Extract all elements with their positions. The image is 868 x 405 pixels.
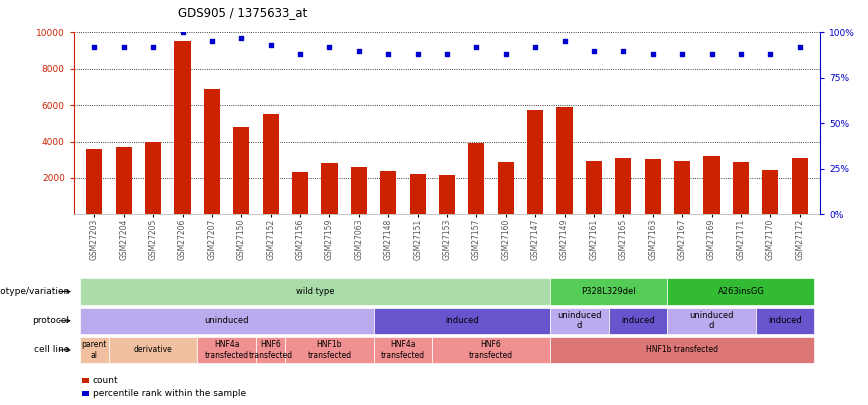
Bar — [674, 161, 690, 214]
Text: cell line: cell line — [34, 345, 69, 354]
Bar — [80, 279, 550, 305]
Bar — [410, 174, 425, 214]
Bar — [615, 158, 631, 214]
Point — [175, 29, 189, 36]
Text: HNF1b
transfected: HNF1b transfected — [307, 340, 352, 360]
Point — [616, 47, 630, 54]
Point — [293, 51, 307, 58]
Point — [146, 44, 160, 50]
Bar — [263, 114, 279, 214]
Bar — [286, 337, 373, 363]
Text: A263insGG: A263insGG — [718, 287, 765, 296]
Bar — [321, 163, 338, 214]
Text: induced: induced — [444, 316, 478, 325]
Point — [352, 47, 365, 54]
Bar — [645, 159, 661, 214]
Bar — [550, 337, 814, 363]
Bar — [608, 308, 667, 334]
Point — [440, 51, 454, 58]
Bar — [527, 110, 543, 214]
Bar — [667, 308, 756, 334]
Bar — [109, 337, 197, 363]
Bar — [204, 89, 220, 214]
Bar — [792, 158, 808, 214]
Point — [264, 42, 278, 48]
Text: HNF1b transfected: HNF1b transfected — [646, 345, 718, 354]
Point — [499, 51, 513, 58]
Bar — [145, 141, 161, 214]
Text: uninduced: uninduced — [204, 316, 249, 325]
Point — [557, 38, 571, 45]
Bar — [80, 308, 373, 334]
Bar — [233, 127, 249, 214]
Point — [88, 44, 102, 50]
Point — [470, 44, 483, 50]
Point — [705, 51, 719, 58]
Bar — [469, 143, 484, 214]
Bar — [550, 308, 608, 334]
Point — [323, 44, 337, 50]
Bar — [550, 279, 667, 305]
Text: HNF6
transfected: HNF6 transfected — [248, 340, 293, 360]
Text: count: count — [93, 376, 119, 385]
Text: protocol: protocol — [32, 316, 69, 325]
Text: HNF4a
transfected: HNF4a transfected — [381, 340, 425, 360]
Point — [205, 38, 219, 45]
Bar — [256, 337, 286, 363]
Point — [529, 44, 542, 50]
Bar — [351, 167, 367, 214]
Bar — [115, 147, 132, 214]
Text: derivative: derivative — [134, 345, 173, 354]
Bar — [556, 107, 573, 214]
Text: percentile rank within the sample: percentile rank within the sample — [93, 389, 246, 398]
Text: genotype/variation: genotype/variation — [0, 287, 69, 296]
Point — [411, 51, 424, 58]
Bar — [197, 337, 256, 363]
Text: uninduced
d: uninduced d — [689, 311, 733, 330]
Bar — [373, 337, 432, 363]
Bar — [292, 173, 308, 214]
Text: parent
al: parent al — [82, 340, 107, 360]
Bar — [380, 171, 397, 214]
Point — [381, 51, 395, 58]
Bar — [497, 162, 514, 214]
Point — [587, 47, 601, 54]
Text: induced: induced — [768, 316, 802, 325]
Bar — [439, 175, 455, 214]
Bar — [762, 170, 779, 214]
Bar — [82, 391, 89, 396]
Text: HNF6
transfected: HNF6 transfected — [469, 340, 513, 360]
Bar — [432, 337, 550, 363]
Bar — [174, 41, 191, 214]
Bar — [703, 156, 720, 214]
Bar — [586, 161, 602, 214]
Point — [734, 51, 748, 58]
Bar — [80, 337, 109, 363]
Bar — [82, 378, 89, 383]
Bar — [667, 279, 814, 305]
Point — [234, 34, 248, 41]
Bar — [733, 162, 749, 214]
Bar — [373, 308, 550, 334]
Text: P328L329del: P328L329del — [582, 287, 636, 296]
Text: GDS905 / 1375633_at: GDS905 / 1375633_at — [178, 6, 307, 19]
Bar — [86, 149, 102, 214]
Bar — [756, 308, 814, 334]
Point — [675, 51, 689, 58]
Text: wild type: wild type — [295, 287, 334, 296]
Point — [117, 44, 131, 50]
Text: HNF4a
transfected: HNF4a transfected — [205, 340, 248, 360]
Text: uninduced
d: uninduced d — [557, 311, 602, 330]
Point — [792, 44, 806, 50]
Point — [763, 51, 777, 58]
Text: induced: induced — [621, 316, 655, 325]
Point — [646, 51, 660, 58]
